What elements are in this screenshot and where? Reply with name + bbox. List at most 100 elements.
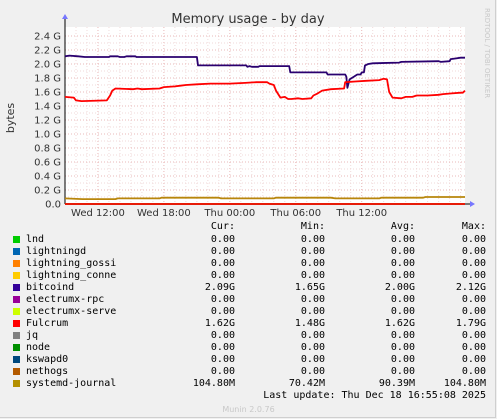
memory-chart: 0.0 0.2 G 0.4 G 0.6 G 0.8 G 1.0 G 1.2 G 1.4 G 1.… — [4, 8, 491, 219]
munin-version: Munin 2.0.76 — [222, 405, 275, 414]
legend-max: 0.00 — [461, 330, 486, 341]
series-line-bitcoind — [64, 54, 465, 89]
legend-row: bitcoind 2.09G 1.65G 2.00G 2.12G — [0, 282, 497, 294]
x-axis-arrow — [470, 201, 475, 207]
legend-cur: 1.62G — [204, 318, 235, 329]
legend-name: kswapd0 — [26, 354, 69, 365]
legend-name: Fulcrum — [26, 318, 69, 329]
legend-name: systemd-journal — [26, 378, 117, 389]
x-tick-label: Wed 18:00 — [137, 208, 191, 219]
legend-swatch — [13, 296, 20, 303]
legend-name: lightning_conne — [26, 270, 117, 281]
y-tick-label: 0.2 G — [34, 186, 61, 197]
legend-cur: 0.00 — [210, 258, 235, 269]
legend-max: 1.79G — [455, 318, 486, 329]
y-tick-label: 1.8 G — [34, 74, 61, 85]
legend-max: 0.00 — [461, 354, 486, 365]
legend-swatch — [13, 368, 20, 375]
y-tick-label: 1.0 G — [34, 130, 61, 141]
x-tick-label: Thu 06:00 — [269, 208, 321, 219]
legend-max: 0.00 — [461, 366, 486, 377]
y-tick-label: 1.6 G — [34, 88, 61, 99]
legend-name: electrumx-serve — [26, 306, 117, 317]
legend-max: 0.00 — [461, 246, 486, 257]
y-tick-label: 1.2 G — [34, 116, 61, 127]
legend-avg: 0.00 — [390, 306, 415, 317]
legend-min: 0.00 — [300, 342, 325, 353]
legend-min: 0.00 — [300, 366, 325, 377]
header-avg: Avg: — [390, 221, 415, 232]
legend-swatch — [13, 356, 20, 363]
y-axis-arrow — [62, 14, 68, 19]
legend-swatch — [13, 344, 20, 351]
legend-avg: 1.62G — [384, 318, 415, 329]
header-min: Min: — [300, 221, 325, 232]
legend-avg: 0.00 — [390, 246, 415, 257]
legend-avg: 90.39M — [378, 378, 415, 389]
legend-name: lnd — [26, 234, 45, 245]
legend-row: lightningd 0.00 0.00 0.00 0.00 — [0, 246, 497, 258]
legend-cur: 0.00 — [210, 270, 235, 281]
legend-min: 1.48G — [294, 318, 325, 329]
legend-row: lightning_conne 0.00 0.00 0.00 0.00 — [0, 270, 497, 282]
legend-cur: 0.00 — [210, 330, 235, 341]
y-tick-label: 0.0 — [45, 200, 61, 211]
series-line-systemd-journal — [64, 196, 465, 200]
legend-max: 0.00 — [461, 342, 486, 353]
legend-row: Fulcrum 1.62G 1.48G 1.62G 1.79G — [0, 318, 497, 330]
legend-swatch — [13, 248, 20, 255]
legend-avg: 0.00 — [390, 354, 415, 365]
legend-max: 0.00 — [461, 306, 486, 317]
y-tick-label: 0.4 G — [34, 172, 61, 183]
legend-name: bitcoind — [26, 282, 75, 293]
rrdtool-credit: RRDTOOL / TOBI OETIKER — [483, 8, 491, 98]
legend-min: 0.00 — [300, 330, 325, 341]
legend-max: 0.00 — [461, 294, 486, 305]
legend-min: 0.00 — [300, 246, 325, 257]
y-axis-label: bytes — [4, 103, 17, 134]
legend-avg: 0.00 — [390, 342, 415, 353]
legend-max: 0.00 — [461, 258, 486, 269]
y-tick-label: 0.6 G — [34, 158, 61, 169]
legend-name: nethogs — [26, 366, 69, 377]
legend-cur: 0.00 — [210, 246, 235, 257]
legend-row: lnd 0.00 0.00 0.00 0.00 — [0, 234, 497, 246]
legend-avg: 0.00 — [390, 270, 415, 281]
legend-row: electrumx-rpc 0.00 0.00 0.00 0.00 — [0, 294, 497, 306]
legend-min: 70.42M — [288, 378, 325, 389]
legend-min: 1.65G — [294, 282, 325, 293]
legend-row: electrumx-serve 0.00 0.00 0.00 0.00 — [0, 306, 497, 318]
legend-min: 0.00 — [300, 258, 325, 269]
y-tick-label: 2.2 G — [34, 46, 61, 57]
legend-min: 0.00 — [300, 354, 325, 365]
legend-min: 0.00 — [300, 306, 325, 317]
legend-name: lightningd — [26, 246, 87, 257]
legend-swatch — [13, 236, 20, 243]
legend-swatch — [13, 308, 20, 315]
legend-avg: 0.00 — [390, 234, 415, 245]
legend-row: lightning_gossi 0.00 0.00 0.00 0.00 — [0, 258, 497, 270]
legend-cur: 2.09G — [204, 282, 235, 293]
legend-swatch — [13, 332, 20, 339]
y-axis-ticks: 0.0 0.2 G 0.4 G 0.6 G 0.8 G 1.0 G 1.2 G 1.4 G 1.… — [34, 32, 61, 211]
legend-avg: 0.00 — [390, 330, 415, 341]
legend-row: kswapd0 0.00 0.00 0.00 0.00 — [0, 354, 497, 366]
x-tick-label: Wed 12:00 — [71, 208, 125, 219]
legend-min: 0.00 — [300, 234, 325, 245]
legend-name: electrumx-rpc — [26, 294, 105, 305]
legend-name: jq — [26, 330, 39, 341]
legend-swatch — [13, 320, 20, 327]
legend-swatch — [13, 284, 20, 291]
legend-row: nethogs 0.00 0.00 0.00 0.00 — [0, 366, 497, 378]
x-axis-ticks: Wed 12:00 Wed 18:00 Thu 00:00 Thu 06:00 Thu … — [71, 208, 387, 219]
legend-avg: 0.00 — [390, 258, 415, 269]
legend-swatch — [13, 260, 20, 267]
legend-cur: 0.00 — [210, 342, 235, 353]
legend-swatch — [13, 272, 20, 279]
y-tick-label: 0.8 G — [34, 144, 61, 155]
legend-cur: 104.80M — [192, 378, 235, 389]
legend-cur: 0.00 — [210, 366, 235, 377]
x-tick-label: Thu 00:00 — [203, 208, 255, 219]
legend-avg: 0.00 — [390, 294, 415, 305]
